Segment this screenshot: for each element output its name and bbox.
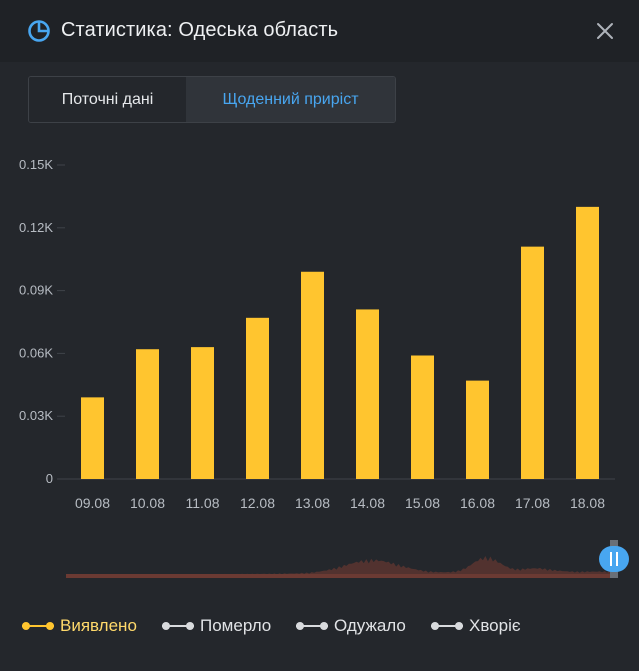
x-tick-label: 16.08: [460, 495, 495, 511]
y-tick-label: 0.03K: [19, 408, 53, 423]
tab-daily-growth[interactable]: Щоденний приріст: [186, 77, 395, 122]
legend-item-died[interactable]: Померло: [162, 612, 271, 640]
bar-12.08[interactable]: [246, 317, 269, 479]
legend: Виявлено Померло Одужало Хворіє: [0, 612, 639, 642]
bar-09.08[interactable]: [81, 397, 104, 479]
x-tick-label: 11.08: [186, 495, 220, 511]
bars: [81, 206, 599, 479]
y-tick-label: 0: [46, 471, 53, 486]
x-tick-label: 15.08: [405, 495, 440, 511]
legend-marker-icon: [431, 620, 463, 632]
bar-14.08[interactable]: [356, 309, 379, 479]
dialog-title: Статистика: Одеська область: [61, 19, 339, 41]
bar-16.08[interactable]: [466, 380, 489, 479]
x-tick-label: 09.08: [75, 495, 110, 511]
bar-10.08[interactable]: [136, 349, 159, 479]
y-tick-label: 0.15K: [19, 157, 53, 172]
tab-current-data[interactable]: Поточні дані: [29, 77, 186, 122]
y-tick-label: 0.09K: [19, 283, 53, 298]
bar-18.08[interactable]: [576, 206, 599, 479]
navigator-series: [66, 556, 612, 578]
legend-marker-icon: [162, 620, 194, 632]
x-tick-label: 10.08: [130, 495, 165, 511]
bar-15.08[interactable]: [411, 355, 434, 479]
legend-label: Хворіє: [469, 616, 521, 635]
header-bar: Статистика: Одеська область: [0, 0, 639, 62]
x-tick-label: 12.08: [240, 495, 275, 511]
pie-chart-icon: [28, 20, 50, 42]
legend-label: Одужало: [334, 616, 406, 635]
legend-marker-icon: [296, 620, 328, 632]
navigator-baseline: [66, 574, 612, 578]
y-axis: 0 0.03K 0.06K 0.09K 0.12K 0.15K: [19, 157, 65, 486]
range-handle[interactable]: [599, 546, 629, 572]
x-tick-label: 13.08: [295, 495, 330, 511]
x-tick-label: 18.08: [570, 495, 605, 511]
view-tabs: Поточні дані Щоденний приріст: [28, 76, 396, 123]
legend-label: Померло: [200, 616, 272, 635]
legend-item-sick[interactable]: Хворіє: [431, 612, 521, 640]
x-tick-label: 17.08: [515, 495, 550, 511]
legend-item-recovered[interactable]: Одужало: [296, 612, 406, 640]
range-handle-icon[interactable]: [599, 546, 629, 572]
close-icon[interactable]: [594, 20, 616, 42]
x-tick-label: 14.08: [350, 495, 385, 511]
y-tick-label: 0.06K: [19, 345, 53, 360]
legend-item-detected[interactable]: Виявлено: [22, 612, 137, 640]
legend-label: Виявлено: [60, 616, 137, 635]
x-axis: 09.08 10.08 11.08 12.08 13.08 14.08 15.08 16.08…: [75, 495, 605, 511]
range-navigator[interactable]: [66, 540, 629, 578]
bar-13.08[interactable]: [301, 271, 324, 479]
bar-chart: 0 0.03K 0.06K 0.09K 0.12K 0.15K 09.08 10.08 11.…: [19, 157, 629, 578]
y-tick-label: 0.12K: [19, 220, 53, 235]
bar-11.08[interactable]: [191, 347, 214, 479]
bar-17.08[interactable]: [521, 246, 544, 479]
legend-marker-icon: [22, 620, 54, 632]
